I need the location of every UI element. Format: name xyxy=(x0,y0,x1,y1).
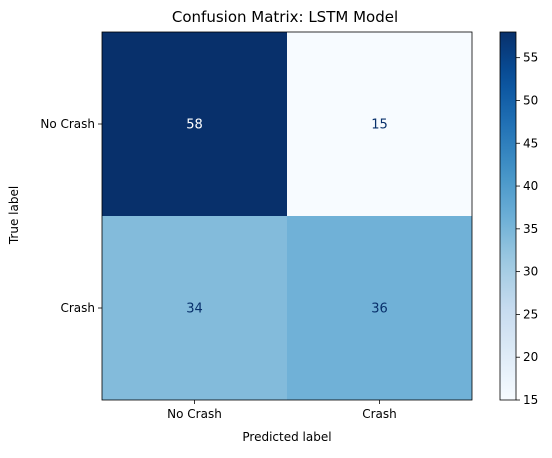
plot-frame xyxy=(101,31,473,401)
y-tick-label: Crash xyxy=(60,301,95,315)
x-axis-label: Predicted label xyxy=(242,430,331,444)
cell-value-label: 34 xyxy=(186,302,203,317)
cell-value-label: 58 xyxy=(186,118,203,133)
cell-value-label: 36 xyxy=(371,302,388,317)
x-tick-label: Crash xyxy=(362,407,397,421)
cell-value-label: 15 xyxy=(371,118,388,133)
heatmap-cell xyxy=(287,216,472,400)
colorbar-tick-label: 20 xyxy=(523,350,538,364)
colorbar-tick-label: 55 xyxy=(523,51,538,65)
y-axis-label: True label xyxy=(7,186,21,245)
heatmap-cell xyxy=(287,32,472,216)
colorbar-tick-label: 35 xyxy=(523,222,538,236)
heatmap-cell xyxy=(102,32,287,216)
colorbar-tick-label: 25 xyxy=(523,307,538,321)
colorbar-tick-label: 30 xyxy=(523,265,538,279)
chart-title: Confusion Matrix: LSTM Model xyxy=(172,8,398,26)
colorbar-tick-label: 50 xyxy=(523,93,538,107)
colorbar-tick-label: 15 xyxy=(523,393,538,407)
colorbar xyxy=(499,31,517,401)
x-tick-label: No Crash xyxy=(167,407,222,421)
colorbar-tick-label: 40 xyxy=(523,179,538,193)
y-tick-label: No Crash xyxy=(40,117,95,131)
colorbar-tick-label: 45 xyxy=(523,136,538,150)
heatmap-cell xyxy=(102,216,287,400)
